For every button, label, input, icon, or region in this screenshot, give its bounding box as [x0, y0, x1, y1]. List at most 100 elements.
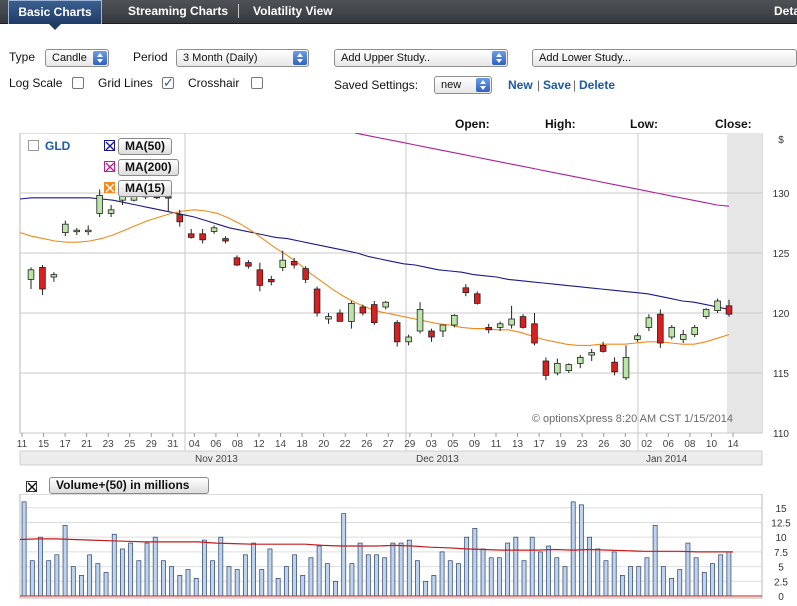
volume-bar: [103, 572, 109, 597]
grid-lines-label: Grid Lines: [98, 76, 153, 90]
price-plot-right-margin: [727, 133, 762, 433]
candle-body: [313, 288, 321, 314]
symbol-label: GLD: [45, 139, 71, 153]
price-chart[interactable]: 110 115 120 125 130 11 15 17 21 23 25 29 31 04 06 08 12…: [0, 133, 797, 468]
candle-body: [668, 326, 676, 338]
ma200-toggle-icon[interactable]: [104, 161, 115, 172]
price-x-tick-label: 22: [340, 439, 352, 450]
candle-body: [393, 322, 401, 343]
volume-toggle-icon[interactable]: [26, 481, 37, 492]
price-x-tick-label: 30: [620, 439, 632, 450]
volume-ma-line-group: [19, 538, 762, 597]
volume-bar: [374, 554, 379, 597]
candle-body: [428, 330, 435, 338]
volume-bar: [177, 575, 183, 597]
price-x-tick-label: 29: [146, 439, 158, 450]
period-select[interactable]: 3 Month (Daily): [176, 49, 309, 67]
high-label: High:: [545, 117, 576, 131]
tab-basic-charts[interactable]: Basic Charts: [8, 0, 102, 30]
ma15-toggle-icon[interactable]: [104, 182, 115, 193]
delete-settings-link[interactable]: Delete: [579, 78, 616, 92]
volume-legend-button[interactable]: Volume+(50) in millions: [49, 477, 209, 494]
ma200-legend-button[interactable]: MA(200): [118, 159, 179, 176]
candle-body: [39, 266, 46, 290]
candle-body: [348, 302, 355, 322]
volume-bar: [652, 525, 658, 597]
upper-study-select[interactable]: Add Upper Study..: [334, 49, 508, 67]
ma50-toggle-icon[interactable]: [104, 140, 115, 151]
price-x-tick-label: 21: [81, 439, 93, 450]
candle-body: [474, 293, 481, 304]
new-settings-link[interactable]: New: [508, 78, 533, 92]
volume-bar: [38, 536, 43, 597]
volume-bar: [357, 542, 363, 597]
candle-body: [554, 362, 561, 374]
price-y-tick-label: 120: [773, 309, 790, 320]
candle-body: [565, 364, 573, 372]
volume-bar: [693, 557, 699, 597]
open-label: Open:: [455, 117, 490, 131]
volume-bar: [365, 554, 371, 597]
candle-body: [290, 260, 298, 266]
volume-bar: [136, 560, 142, 597]
candle-body: [268, 278, 275, 283]
gld-toggle-checkbox[interactable]: [28, 140, 39, 151]
price-x-tick-label: 10: [706, 439, 718, 450]
price-x-tick-label: 27: [383, 439, 395, 450]
candle-body: [233, 257, 241, 266]
volume-bar: [587, 536, 592, 597]
candle-body: [611, 361, 618, 373]
save-settings-link[interactable]: Save: [543, 78, 572, 92]
candle-body: [279, 259, 286, 268]
type-label: Type: [9, 50, 36, 64]
volume-bar: [505, 542, 511, 597]
volume-bar: [29, 560, 35, 597]
ma50-legend-button[interactable]: MA(50): [118, 138, 173, 155]
candle-body: [496, 323, 504, 328]
saved-settings-select[interactable]: new: [434, 76, 492, 94]
tab-volatility-view[interactable]: Volatility View: [253, 4, 333, 18]
volume-bar: [538, 551, 543, 597]
candle-body: [50, 274, 58, 278]
candle-body: [62, 223, 69, 233]
crosshair-checkbox[interactable]: [251, 77, 263, 89]
price-y-ticks: 110 115 120 125 130: [773, 189, 790, 440]
price-x-tick-label: 23: [577, 439, 589, 450]
volume-chart[interactable]: 0 2.5 5 7.5 10 12.5 15: [0, 494, 797, 604]
volume-bar: [251, 542, 256, 597]
log-scale-checkbox[interactable]: [72, 77, 84, 89]
price-x-tick-label: 06: [663, 439, 675, 450]
volume-y-tick-label: 10: [775, 533, 787, 544]
volume-y-tick-label: 5: [778, 563, 784, 574]
ma200-line: [354, 133, 730, 207]
price-x-tick-label: 11: [17, 439, 28, 450]
month-label-jan: Jan 2014: [646, 454, 688, 465]
volume-bar: [406, 539, 412, 597]
price-x-tick-label: 08: [684, 439, 696, 450]
volume-y-tick-label: 7.5: [774, 548, 788, 559]
price-x-tick-label: 09: [469, 439, 481, 450]
volume-bar: [431, 575, 437, 597]
volume-bar: [660, 566, 666, 597]
volume-bar: [636, 566, 642, 597]
volume-bar: [226, 566, 232, 597]
candle-body: [622, 356, 630, 379]
tab-details[interactable]: Deta: [774, 4, 797, 18]
volume-bar: [79, 575, 84, 597]
volume-bar: [185, 569, 191, 597]
tab-streaming-charts[interactable]: Streaming Charts: [128, 4, 229, 18]
volume-bar: [193, 578, 199, 597]
volume-bar: [546, 545, 552, 597]
lower-study-select[interactable]: Add Lower Study...: [532, 49, 797, 67]
volume-bar: [62, 525, 68, 597]
saved-settings-select-value: new: [441, 79, 462, 91]
grid-lines-checkbox[interactable]: [162, 75, 174, 91]
ma15-legend-button[interactable]: MA(15): [118, 180, 173, 197]
type-select[interactable]: Candle: [45, 49, 109, 67]
volume-bar: [628, 566, 633, 597]
volume-bar: [218, 536, 224, 597]
type-select-value: Candle: [52, 52, 87, 64]
candles-group: [27, 187, 733, 381]
volume-y-tick-label: 0: [778, 592, 784, 603]
period-select-value: 3 Month (Daily): [183, 52, 258, 64]
